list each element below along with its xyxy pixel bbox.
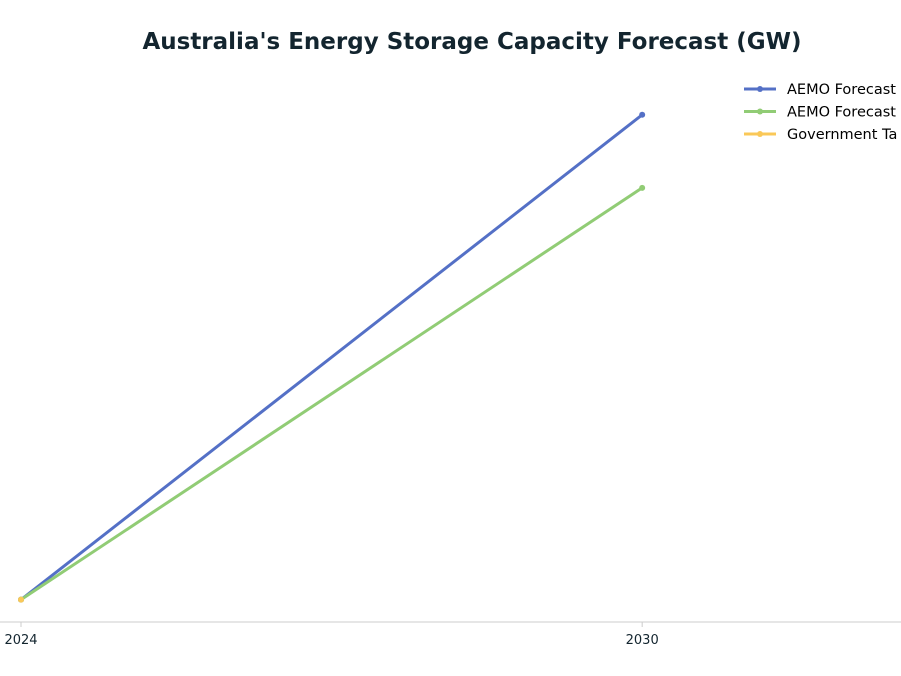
x-tick-label: 2030 xyxy=(626,633,659,648)
series-line-0[interactable] xyxy=(20,113,644,601)
legend-item[interactable]: AEMO Forecast xyxy=(744,82,896,98)
legend-swatch-marker xyxy=(757,131,763,137)
chart-title: Australia's Energy Storage Capacity Fore… xyxy=(142,29,801,55)
x-axis-ticks: 2024 2030 xyxy=(4,622,659,648)
x-tick-label: 2024 xyxy=(4,633,37,648)
legend-label: Government Ta xyxy=(787,127,897,143)
legend-item[interactable]: AEMO Forecast xyxy=(744,105,896,121)
legend-label: AEMO Forecast xyxy=(787,82,896,98)
series-layer xyxy=(18,111,646,603)
legend-label: AEMO Forecast xyxy=(787,105,896,121)
series-line-1[interactable] xyxy=(20,186,644,601)
legend-swatch-marker xyxy=(757,108,763,115)
legend-item[interactable]: Government Ta xyxy=(744,127,897,143)
legend[interactable]: AEMO Forecast AEMO Forecast Government Ta xyxy=(744,82,897,143)
series-0-point-1[interactable] xyxy=(639,111,646,118)
series-2-point-0[interactable] xyxy=(18,596,24,603)
series-1-point-1[interactable] xyxy=(639,184,646,191)
legend-swatch-marker xyxy=(757,86,763,92)
